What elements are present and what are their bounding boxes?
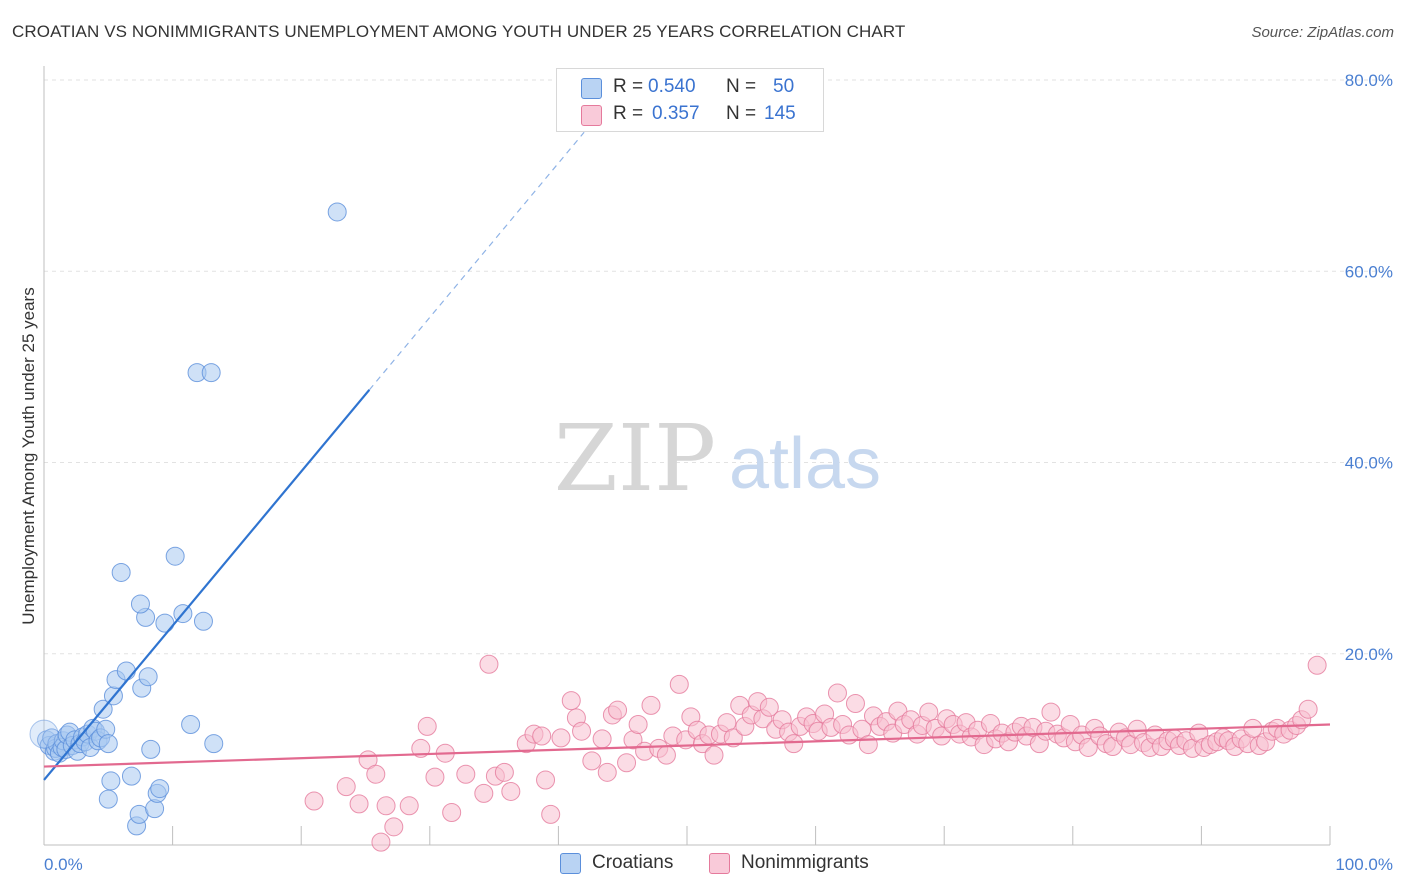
croatians-legend-swatch [560,853,581,874]
x-tick-label-min: 0.0% [44,855,83,874]
watermark-zip: ZIP [554,405,716,512]
croatians-point [98,789,118,809]
croatians-point [165,546,185,566]
legend-r-label: R = [613,103,644,124]
nonimmigrants-point [551,728,571,748]
nonimmigrants-point [656,745,676,765]
nonimmigrants-point [494,762,514,782]
chart-title: CROATIAN VS NONIMMIGRANTS UNEMPLOYMENT A… [12,22,906,41]
croatians-point [130,594,150,614]
nonimmigrants-point [628,715,648,735]
nonimmigrants-point [366,764,386,784]
nonimmigrants-point [376,796,396,816]
x-tick-label-max: 100.0% [1335,855,1393,874]
nonimmigrants-legend-label: Nonimmigrants [741,852,869,873]
croatians-point [150,779,170,799]
nonimmigrants-point [442,802,462,822]
y-tick-label: 40.0% [1345,454,1393,473]
croatians-point [204,734,224,754]
nonimmigrants-point [417,716,437,736]
nonimmigrants-point [784,734,804,754]
legend-n-value: 145 [764,103,796,124]
nonimmigrants-point [845,693,865,713]
croatians-point [155,613,175,633]
croatians-legend-label: Croatians [592,852,674,873]
croatians-point [98,734,118,754]
nonimmigrants-point [608,700,628,720]
nonimmigrants-legend-swatch [709,853,730,874]
nonimmigrants-point [704,745,724,765]
croatians-point [141,739,161,759]
data-points [29,202,1327,852]
nonimmigrants-point [827,683,847,703]
nonimmigrants-point [399,796,419,816]
watermark-atlas: atlas [729,424,881,504]
nonimmigrants-point [1041,702,1061,722]
nonimmigrants-point [479,654,499,674]
nonimmigrants-point [759,697,779,717]
y-axis-label: Unemployment Among Youth under 25 years [19,287,38,624]
nonimmigrants-point [858,735,878,755]
nonimmigrants-point [536,770,556,790]
legend-n-label: N = [726,103,757,124]
croatians-trend-line [43,389,371,781]
source-label: Source: ZipAtlas.com [1251,24,1394,41]
trend-lines [43,131,1331,781]
croatians-point [116,661,136,681]
croatians-point [101,771,121,791]
legend-n-label: N = [726,76,757,97]
nonimmigrants-point [541,804,561,824]
nonimmigrants-point [919,702,939,722]
croatians-point [111,562,131,582]
nonimmigrants-point [532,726,552,746]
croatians-cluster-point [29,719,59,749]
stats-legend: R = 0.540 N = 50 R = 0.357 N = 145 [556,68,824,132]
nonimmigrants-trend-line [43,723,1331,768]
nonimmigrants-point [1307,655,1327,675]
nonimmigrants-point [384,817,404,837]
croatians-point [121,766,141,786]
croatians-swatch [581,78,602,99]
croatians-point [327,202,347,222]
legend-r-label: R = [613,76,644,97]
croatians-point [138,667,158,687]
nonimmigrants-point [456,764,476,784]
nonimmigrants-point [582,751,602,771]
nonimmigrants-point [1078,737,1098,757]
nonimmigrants-point [349,794,369,814]
nonimmigrants-point [641,695,661,715]
y-tick-label: 60.0% [1345,262,1393,281]
nonimmigrants-point [1298,699,1318,719]
nonimmigrants-point [425,767,445,787]
legend-r-value: 0.357 [652,103,700,124]
y-tick-label: 20.0% [1345,645,1393,664]
croatians-trend-extension [368,131,585,391]
nonimmigrants-point [723,728,743,748]
nonimmigrants-point [371,832,391,852]
nonimmigrants-point [304,791,324,811]
legend-n-value: 50 [773,76,795,97]
grid-lines [44,79,1392,655]
nonimmigrants-point [561,691,581,711]
tick-labels: 20.0% 40.0% 60.0% 80.0% 0.0% 100.0% [44,71,1393,874]
croatians-point [193,611,213,631]
legend-r-value: 0.540 [648,76,696,97]
nonimmigrants-point [592,729,612,749]
nonimmigrants-point [669,674,689,694]
nonimmigrants-point [501,781,521,801]
nonimmigrants-point [572,721,592,741]
croatians-point [201,363,221,383]
nonimmigrants-point [617,753,637,773]
nonimmigrants-swatch [581,105,602,126]
series-croatians-points [37,202,347,836]
nonimmigrants-point [597,762,617,782]
nonimmigrants-point [411,738,431,758]
watermark: ZIP atlas [554,405,881,512]
croatians-point [181,715,201,735]
y-tick-label: 80.0% [1345,71,1393,90]
axes [43,66,1331,846]
nonimmigrants-point [474,783,494,803]
nonimmigrants-point [336,777,356,797]
